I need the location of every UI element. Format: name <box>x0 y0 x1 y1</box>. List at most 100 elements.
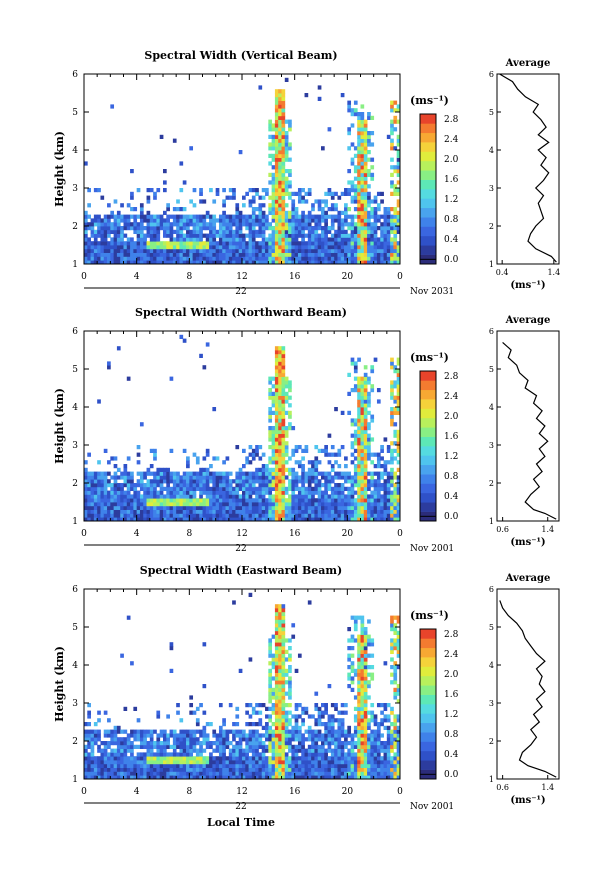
heatmap-cell <box>97 517 101 522</box>
heatmap-cell <box>311 513 315 518</box>
heatmap-cell <box>110 222 115 227</box>
heatmap-cell <box>337 729 342 734</box>
heatmap-cell <box>156 467 161 472</box>
heatmap-cell <box>380 229 384 234</box>
heatmap-cell <box>146 756 151 761</box>
heatmap-cell <box>107 767 111 772</box>
heatmap-cell <box>340 703 345 708</box>
heatmap-cell <box>159 260 164 265</box>
heatmap-cell <box>344 222 348 227</box>
heatmap-cell <box>126 505 131 510</box>
heatmap-cell <box>347 207 352 212</box>
heatmap-cell <box>159 226 164 231</box>
heatmap-cell <box>274 703 279 708</box>
heatmap-cell <box>136 718 141 723</box>
heatmap-cell <box>297 748 302 753</box>
heatmap-cell <box>324 241 328 246</box>
heatmap-cell <box>396 395 401 400</box>
heatmap-cell <box>139 260 144 265</box>
heatmap-cell <box>334 494 338 499</box>
heatmap-cell <box>202 498 207 503</box>
heatmap-cell <box>327 229 332 234</box>
heatmap-cell <box>268 725 273 730</box>
heatmap-cell <box>330 467 335 472</box>
heatmap-cell <box>271 218 276 223</box>
heatmap-cell <box>350 479 355 484</box>
heatmap-cell <box>238 218 243 223</box>
heatmap-cell <box>245 703 249 708</box>
heatmap-cell <box>304 706 309 711</box>
heatmap-cell <box>245 763 249 768</box>
heatmap-cell <box>195 748 200 753</box>
heatmap-cell <box>281 157 286 162</box>
heatmap-cell <box>209 763 213 768</box>
heatmap-cell <box>130 245 134 250</box>
heatmap-cell <box>192 775 197 780</box>
heatmap-cell <box>123 471 128 476</box>
heatmap-cell <box>166 744 170 749</box>
heatmap-cell <box>90 260 95 265</box>
heatmap-cell <box>202 725 207 730</box>
heatmap-cell <box>311 714 315 719</box>
heatmap-cell <box>169 237 174 242</box>
heatmap-cell <box>228 229 233 234</box>
heatmap-cell <box>363 214 368 219</box>
heatmap-cell <box>340 483 345 488</box>
heatmap-cell <box>340 725 345 730</box>
heatmap-cell <box>321 744 325 749</box>
heatmap-cell <box>301 771 305 776</box>
heatmap-cell <box>337 490 342 495</box>
heatmap-cell <box>159 752 164 757</box>
heatmap-cell <box>271 376 276 381</box>
heatmap-cell <box>212 775 217 780</box>
heatmap-cell <box>271 180 276 185</box>
heatmap-cell <box>278 471 282 476</box>
heatmap-cell <box>373 260 378 265</box>
heatmap-cell <box>116 233 121 238</box>
heatmap-cell <box>222 502 226 507</box>
heatmap-cell <box>370 513 375 518</box>
heatmap-cell <box>307 241 312 246</box>
heatmap-cell <box>271 172 276 177</box>
heatmap-cell <box>360 445 365 450</box>
average-title: Average <box>505 58 551 69</box>
heatmap-cell <box>347 372 352 377</box>
heatmap-cell <box>166 490 170 495</box>
heatmap-cell <box>120 763 124 768</box>
heatmap-cell <box>87 767 91 772</box>
heatmap-cell <box>281 180 286 185</box>
heatmap-cell <box>284 384 289 389</box>
heatmap-cell <box>251 729 256 734</box>
heatmap-cell <box>189 260 194 265</box>
heatmap-cell <box>330 748 335 753</box>
heatmap-cell <box>97 748 101 753</box>
heatmap-cell <box>113 456 118 461</box>
heatmap-cell <box>344 733 348 738</box>
heatmap-cell <box>176 490 180 495</box>
heatmap-cell <box>103 245 108 250</box>
heatmap-cell <box>235 252 240 257</box>
heatmap-cell <box>87 490 91 495</box>
heatmap-cell <box>317 486 322 491</box>
heatmap-cell <box>363 241 368 246</box>
heatmap-cell <box>255 233 259 238</box>
heatmap-cell <box>330 260 335 265</box>
heatmap-cell <box>370 437 375 442</box>
heatmap-cell <box>337 760 342 765</box>
heatmap-cell <box>274 680 279 685</box>
heatmap-cell <box>238 241 243 246</box>
heatmap-cell <box>350 486 355 491</box>
heatmap-cell <box>376 203 381 208</box>
heatmap-cell <box>258 756 263 761</box>
heatmap-cell <box>334 256 338 261</box>
heatmap-cell <box>327 475 332 480</box>
heatmap-cell <box>242 245 246 250</box>
heatmap-cell <box>370 414 375 419</box>
heatmap-cell <box>288 657 292 662</box>
heatmap-cell <box>133 509 138 514</box>
heatmap-cell <box>373 226 378 231</box>
heatmap-cell <box>327 741 332 746</box>
heatmap-cell <box>281 509 286 514</box>
heatmap-cell <box>281 680 286 685</box>
heatmap-cell <box>107 494 111 499</box>
